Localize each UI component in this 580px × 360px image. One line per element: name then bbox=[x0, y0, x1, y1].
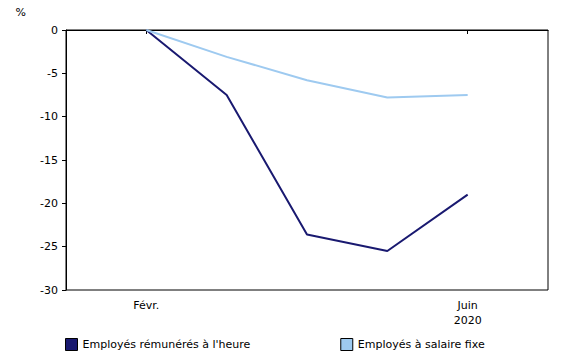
svg-text:-10: -10 bbox=[40, 110, 58, 123]
svg-text:0: 0 bbox=[51, 24, 58, 37]
svg-text:Employés à salaire fixe: Employés à salaire fixe bbox=[358, 338, 485, 351]
svg-text:-5: -5 bbox=[47, 67, 58, 80]
svg-text:-30: -30 bbox=[40, 284, 58, 297]
svg-text:Févr.: Févr. bbox=[133, 299, 159, 312]
svg-text:2020: 2020 bbox=[454, 314, 482, 327]
svg-text:-20: -20 bbox=[40, 197, 58, 210]
svg-text:Juin: Juin bbox=[457, 299, 478, 312]
svg-text:%: % bbox=[16, 6, 26, 19]
svg-text:-25: -25 bbox=[40, 240, 58, 253]
svg-text:Employés rémunérés à l'heure: Employés rémunérés à l'heure bbox=[83, 338, 251, 351]
svg-text:-15: -15 bbox=[40, 154, 58, 167]
